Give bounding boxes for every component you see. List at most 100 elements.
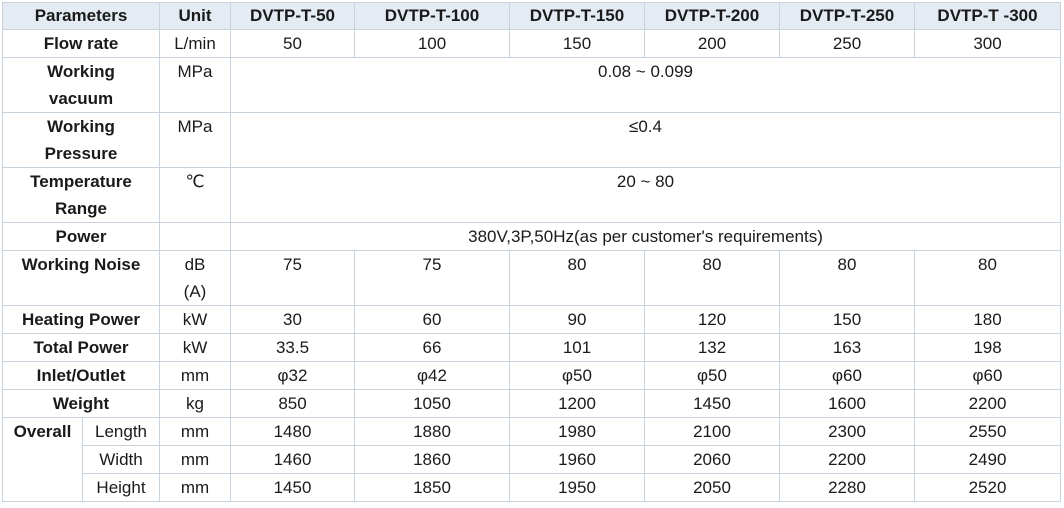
table-row-weight: Weight kg 850 1050 1200 1450 1600 2200 <box>2 389 1061 418</box>
value-cell: 2100 <box>644 417 780 446</box>
value-cell: 250 <box>779 29 915 58</box>
value-cell: 33.5 <box>230 333 355 362</box>
table-row-working-noise: Working Noise dB (A) 75 75 80 80 80 80 <box>2 250 1061 306</box>
value-cell: 75 <box>230 250 355 306</box>
value-cell: 30 <box>230 305 355 334</box>
value-cell: 1200 <box>509 389 645 418</box>
value-cell: φ60 <box>914 361 1061 390</box>
header-model: DVTP-T-50 <box>230 2 355 30</box>
unit-cell: ℃ <box>159 167 231 223</box>
table-row-temperature-range: Temperature Range ℃ 20 ~ 80 <box>2 167 1061 223</box>
merged-value-cell: 380V,3P,50Hz(as per customer's requireme… <box>230 222 1061 251</box>
row-label: Power <box>2 222 160 251</box>
value-cell: 2300 <box>779 417 915 446</box>
value-cell: 120 <box>644 305 780 334</box>
header-model: DVTP-T-250 <box>779 2 915 30</box>
row-label: Heating Power <box>2 305 160 334</box>
merged-value-cell: ≤0.4 <box>230 112 1061 168</box>
value-cell: 1880 <box>354 417 510 446</box>
unit-cell: L/min <box>159 29 231 58</box>
row-label: Inlet/Outlet <box>2 361 160 390</box>
value-cell: 2490 <box>914 445 1061 474</box>
table-row-flow-rate: Flow rate L/min 50 100 150 200 250 300 <box>2 29 1061 58</box>
value-cell: φ50 <box>644 361 780 390</box>
value-cell: 1460 <box>230 445 355 474</box>
value-cell: 1950 <box>509 473 645 502</box>
value-cell: 2520 <box>914 473 1061 502</box>
value-cell: 1860 <box>354 445 510 474</box>
unit-cell: MPa <box>159 57 231 113</box>
value-cell: 75 <box>354 250 510 306</box>
row-label-line: Working <box>47 62 115 81</box>
header-row: Parameters Unit DVTP-T-50 DVTP-T-100 DVT… <box>2 2 1061 30</box>
value-cell: 80 <box>644 250 780 306</box>
table-row-inlet-outlet: Inlet/Outlet mm φ32 φ42 φ50 φ50 φ60 φ60 <box>2 361 1061 390</box>
table-row-working-pressure: Working Pressure MPa ≤0.4 <box>2 112 1061 168</box>
table-row-overall-width: Width mm 1460 1860 1960 2060 2200 2490 <box>3 445 1061 474</box>
unit-cell: mm <box>159 445 231 474</box>
value-cell: 1850 <box>354 473 510 502</box>
spec-table: Parameters Unit DVTP-T-50 DVTP-T-100 DVT… <box>2 2 1061 502</box>
unit-cell: kW <box>159 305 231 334</box>
value-cell: φ42 <box>354 361 510 390</box>
table-row-overall-length: Overall Length mm 1480 1880 1980 2100 23… <box>2 417 1061 502</box>
value-cell: 101 <box>509 333 645 362</box>
value-cell: 2550 <box>914 417 1061 446</box>
header-unit: Unit <box>159 2 231 30</box>
table-row-heating-power: Heating Power kW 30 60 90 120 150 180 <box>2 305 1061 334</box>
header-model: DVTP-T-100 <box>354 2 510 30</box>
row-label: Working vacuum <box>2 57 160 113</box>
value-cell: 180 <box>914 305 1061 334</box>
sub-label: Height <box>82 473 160 502</box>
value-cell: 60 <box>354 305 510 334</box>
value-cell: 1050 <box>354 389 510 418</box>
merged-value-cell: 0.08 ~ 0.099 <box>230 57 1061 113</box>
row-label: Working Pressure <box>2 112 160 168</box>
header-parameters: Parameters <box>2 2 160 30</box>
unit-line: dB <box>184 255 206 274</box>
value-cell: 132 <box>644 333 780 362</box>
header-model: DVTP-T-200 <box>644 2 780 30</box>
header-model: DVTP-T -300 <box>914 2 1061 30</box>
row-label-overall: Overall <box>2 417 83 502</box>
value-cell: 200 <box>644 29 780 58</box>
value-cell: 2050 <box>644 473 780 502</box>
row-label-line: Range <box>55 199 107 218</box>
row-label: Weight <box>2 389 160 418</box>
unit-cell: dB (A) <box>159 250 231 306</box>
value-cell: 1450 <box>644 389 780 418</box>
value-cell: 1480 <box>230 417 355 446</box>
value-cell: 150 <box>779 305 915 334</box>
unit-cell <box>159 222 231 251</box>
value-cell: 198 <box>914 333 1061 362</box>
sub-label: Width <box>82 445 160 474</box>
value-cell: 1980 <box>509 417 645 446</box>
row-label-line: Working <box>47 117 115 136</box>
row-label: Temperature Range <box>2 167 160 223</box>
value-cell: 80 <box>509 250 645 306</box>
value-cell: 163 <box>779 333 915 362</box>
row-label: Total Power <box>2 333 160 362</box>
value-cell: 66 <box>354 333 510 362</box>
value-cell: 90 <box>509 305 645 334</box>
value-cell: 1450 <box>230 473 355 502</box>
value-cell: φ32 <box>230 361 355 390</box>
unit-cell: MPa <box>159 112 231 168</box>
value-cell: 2060 <box>644 445 780 474</box>
value-cell: 1600 <box>779 389 915 418</box>
value-cell: 150 <box>509 29 645 58</box>
unit-line: (A) <box>183 282 207 301</box>
unit-cell: kW <box>159 333 231 362</box>
value-cell: 80 <box>914 250 1061 306</box>
value-cell: 50 <box>230 29 355 58</box>
value-cell: 2200 <box>914 389 1061 418</box>
unit-cell: mm <box>159 417 231 446</box>
header-model: DVTP-T-150 <box>509 2 645 30</box>
value-cell: 2280 <box>779 473 915 502</box>
value-cell: 100 <box>354 29 510 58</box>
row-label-line: vacuum <box>48 89 114 108</box>
value-cell: φ60 <box>779 361 915 390</box>
table-row-power: Power 380V,3P,50Hz(as per customer's req… <box>2 222 1061 251</box>
value-cell: 300 <box>914 29 1061 58</box>
row-label-line: Pressure <box>44 144 118 163</box>
